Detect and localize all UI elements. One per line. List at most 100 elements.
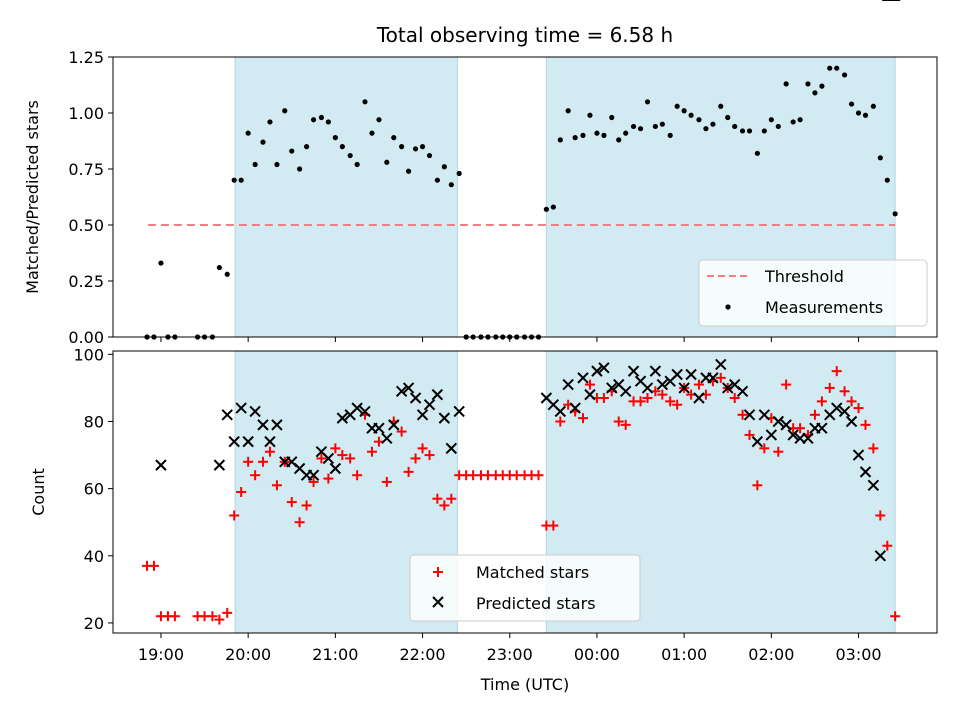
top-y-tick-label: 1.00 <box>68 104 104 123</box>
predicted-star-point <box>736 385 749 397</box>
matched-star-point <box>839 386 850 397</box>
predicted-star-point <box>816 422 828 434</box>
predicted-star-point <box>307 469 320 481</box>
matched-star-point <box>207 611 218 622</box>
measurement-point <box>376 117 382 123</box>
matched-star-point <box>875 510 886 521</box>
matched-star-point <box>432 493 443 504</box>
measurement-point <box>609 114 615 121</box>
measurement-point <box>587 112 593 118</box>
matched-star-point <box>243 456 254 467</box>
predicted-star-point <box>155 459 167 471</box>
predicted-star-point <box>409 392 422 404</box>
bottom-legend: Matched stars Predicted stars <box>409 554 641 622</box>
measurement-point <box>688 112 694 118</box>
predicted-star-point <box>627 365 640 377</box>
matched-star-point <box>860 419 871 430</box>
measurement-point <box>659 121 665 127</box>
matched-star-point <box>286 497 297 508</box>
matched-star-point <box>752 480 763 491</box>
predicted-star-point <box>249 405 261 418</box>
predicted-star-point <box>213 459 226 471</box>
predicted-star-point <box>715 358 727 371</box>
matched-star-point <box>316 453 327 464</box>
matched-star-point <box>729 393 740 403</box>
matched-star-point <box>555 416 566 427</box>
chart-title: Total observing time = 6.58 h <box>376 23 673 47</box>
measurement-point <box>667 132 673 138</box>
matched-star-point <box>795 423 806 434</box>
measurement-point <box>703 126 709 132</box>
top-observing-window <box>234 56 458 338</box>
x-tick-label: 03:00 <box>835 645 881 664</box>
predicted-star-point <box>395 385 408 397</box>
measurement-point <box>391 135 397 141</box>
predicted-star-point <box>359 405 371 418</box>
matched-star-point <box>294 517 305 528</box>
predicted-star-point <box>228 435 240 448</box>
matched-star-point <box>439 500 450 511</box>
matched-star-point <box>868 443 879 454</box>
predicted-star-point <box>874 550 887 562</box>
measurement-point <box>870 103 876 109</box>
measurement-point <box>260 139 266 145</box>
predicted-star-point <box>641 382 654 394</box>
matched-star-point <box>345 453 356 464</box>
predicted-star-point <box>438 412 451 424</box>
predicted-star-point <box>671 368 683 381</box>
matched-star-point <box>598 393 609 403</box>
matched-star-point <box>410 453 421 464</box>
measurement-point <box>245 130 251 136</box>
measurement-point <box>347 152 353 159</box>
measurement-point <box>543 206 549 212</box>
predicted-star-point <box>780 419 792 431</box>
measurement-point <box>325 119 331 125</box>
predicted-star-point <box>322 452 335 465</box>
legend-predicted-swatch <box>432 596 444 608</box>
measurement-point <box>819 83 825 89</box>
predicted-star-point <box>859 466 872 478</box>
predicted-star-point <box>787 429 799 441</box>
matched-star-point <box>229 510 240 521</box>
measurement-point <box>862 112 869 118</box>
measurement-point <box>318 114 324 121</box>
matched-star-point <box>882 540 893 551</box>
x-tick-label: 23:00 <box>487 645 533 664</box>
measurement-point <box>696 117 702 123</box>
top-y-axis-label: Matched/Predicted stars <box>23 100 42 294</box>
measurement-point <box>674 103 680 109</box>
predicted-star-point <box>584 388 596 401</box>
predicted-star-point <box>722 382 734 394</box>
predicted-star-point <box>373 422 385 434</box>
x-axis-label: Time (UTC) <box>480 675 569 694</box>
measurement-point <box>267 119 273 125</box>
measurement-point <box>412 146 419 152</box>
matched-star-point <box>773 446 784 457</box>
matched-star-point <box>271 480 282 491</box>
matched-star-point <box>352 470 363 481</box>
measurement-point <box>739 128 746 134</box>
x-tick-label: 00:00 <box>574 645 620 664</box>
measurement-point <box>354 161 360 168</box>
predicted-star-point <box>867 479 880 491</box>
measurement-point <box>746 128 753 134</box>
measurement-point <box>892 211 898 217</box>
matched-star-point <box>424 450 435 461</box>
predicted-star-point <box>577 372 589 384</box>
predicted-star-point <box>598 362 610 374</box>
top-legend: Threshold Measurements <box>698 259 928 327</box>
matched-star-point <box>744 429 755 440</box>
matched-star-point <box>148 560 159 571</box>
bottom-plot-frame <box>112 350 938 634</box>
measurement-point <box>834 65 840 71</box>
matched-star-point <box>548 520 559 531</box>
matched-star-point <box>330 443 341 454</box>
measurement-point <box>405 168 412 174</box>
measurement-point <box>710 121 716 127</box>
matched-star-point <box>584 379 595 390</box>
matched-star-point <box>577 413 588 424</box>
predicted-star-point <box>656 378 669 391</box>
measurement-point <box>158 260 164 266</box>
predicted-star-point <box>351 402 363 414</box>
measurement-point <box>644 99 651 105</box>
